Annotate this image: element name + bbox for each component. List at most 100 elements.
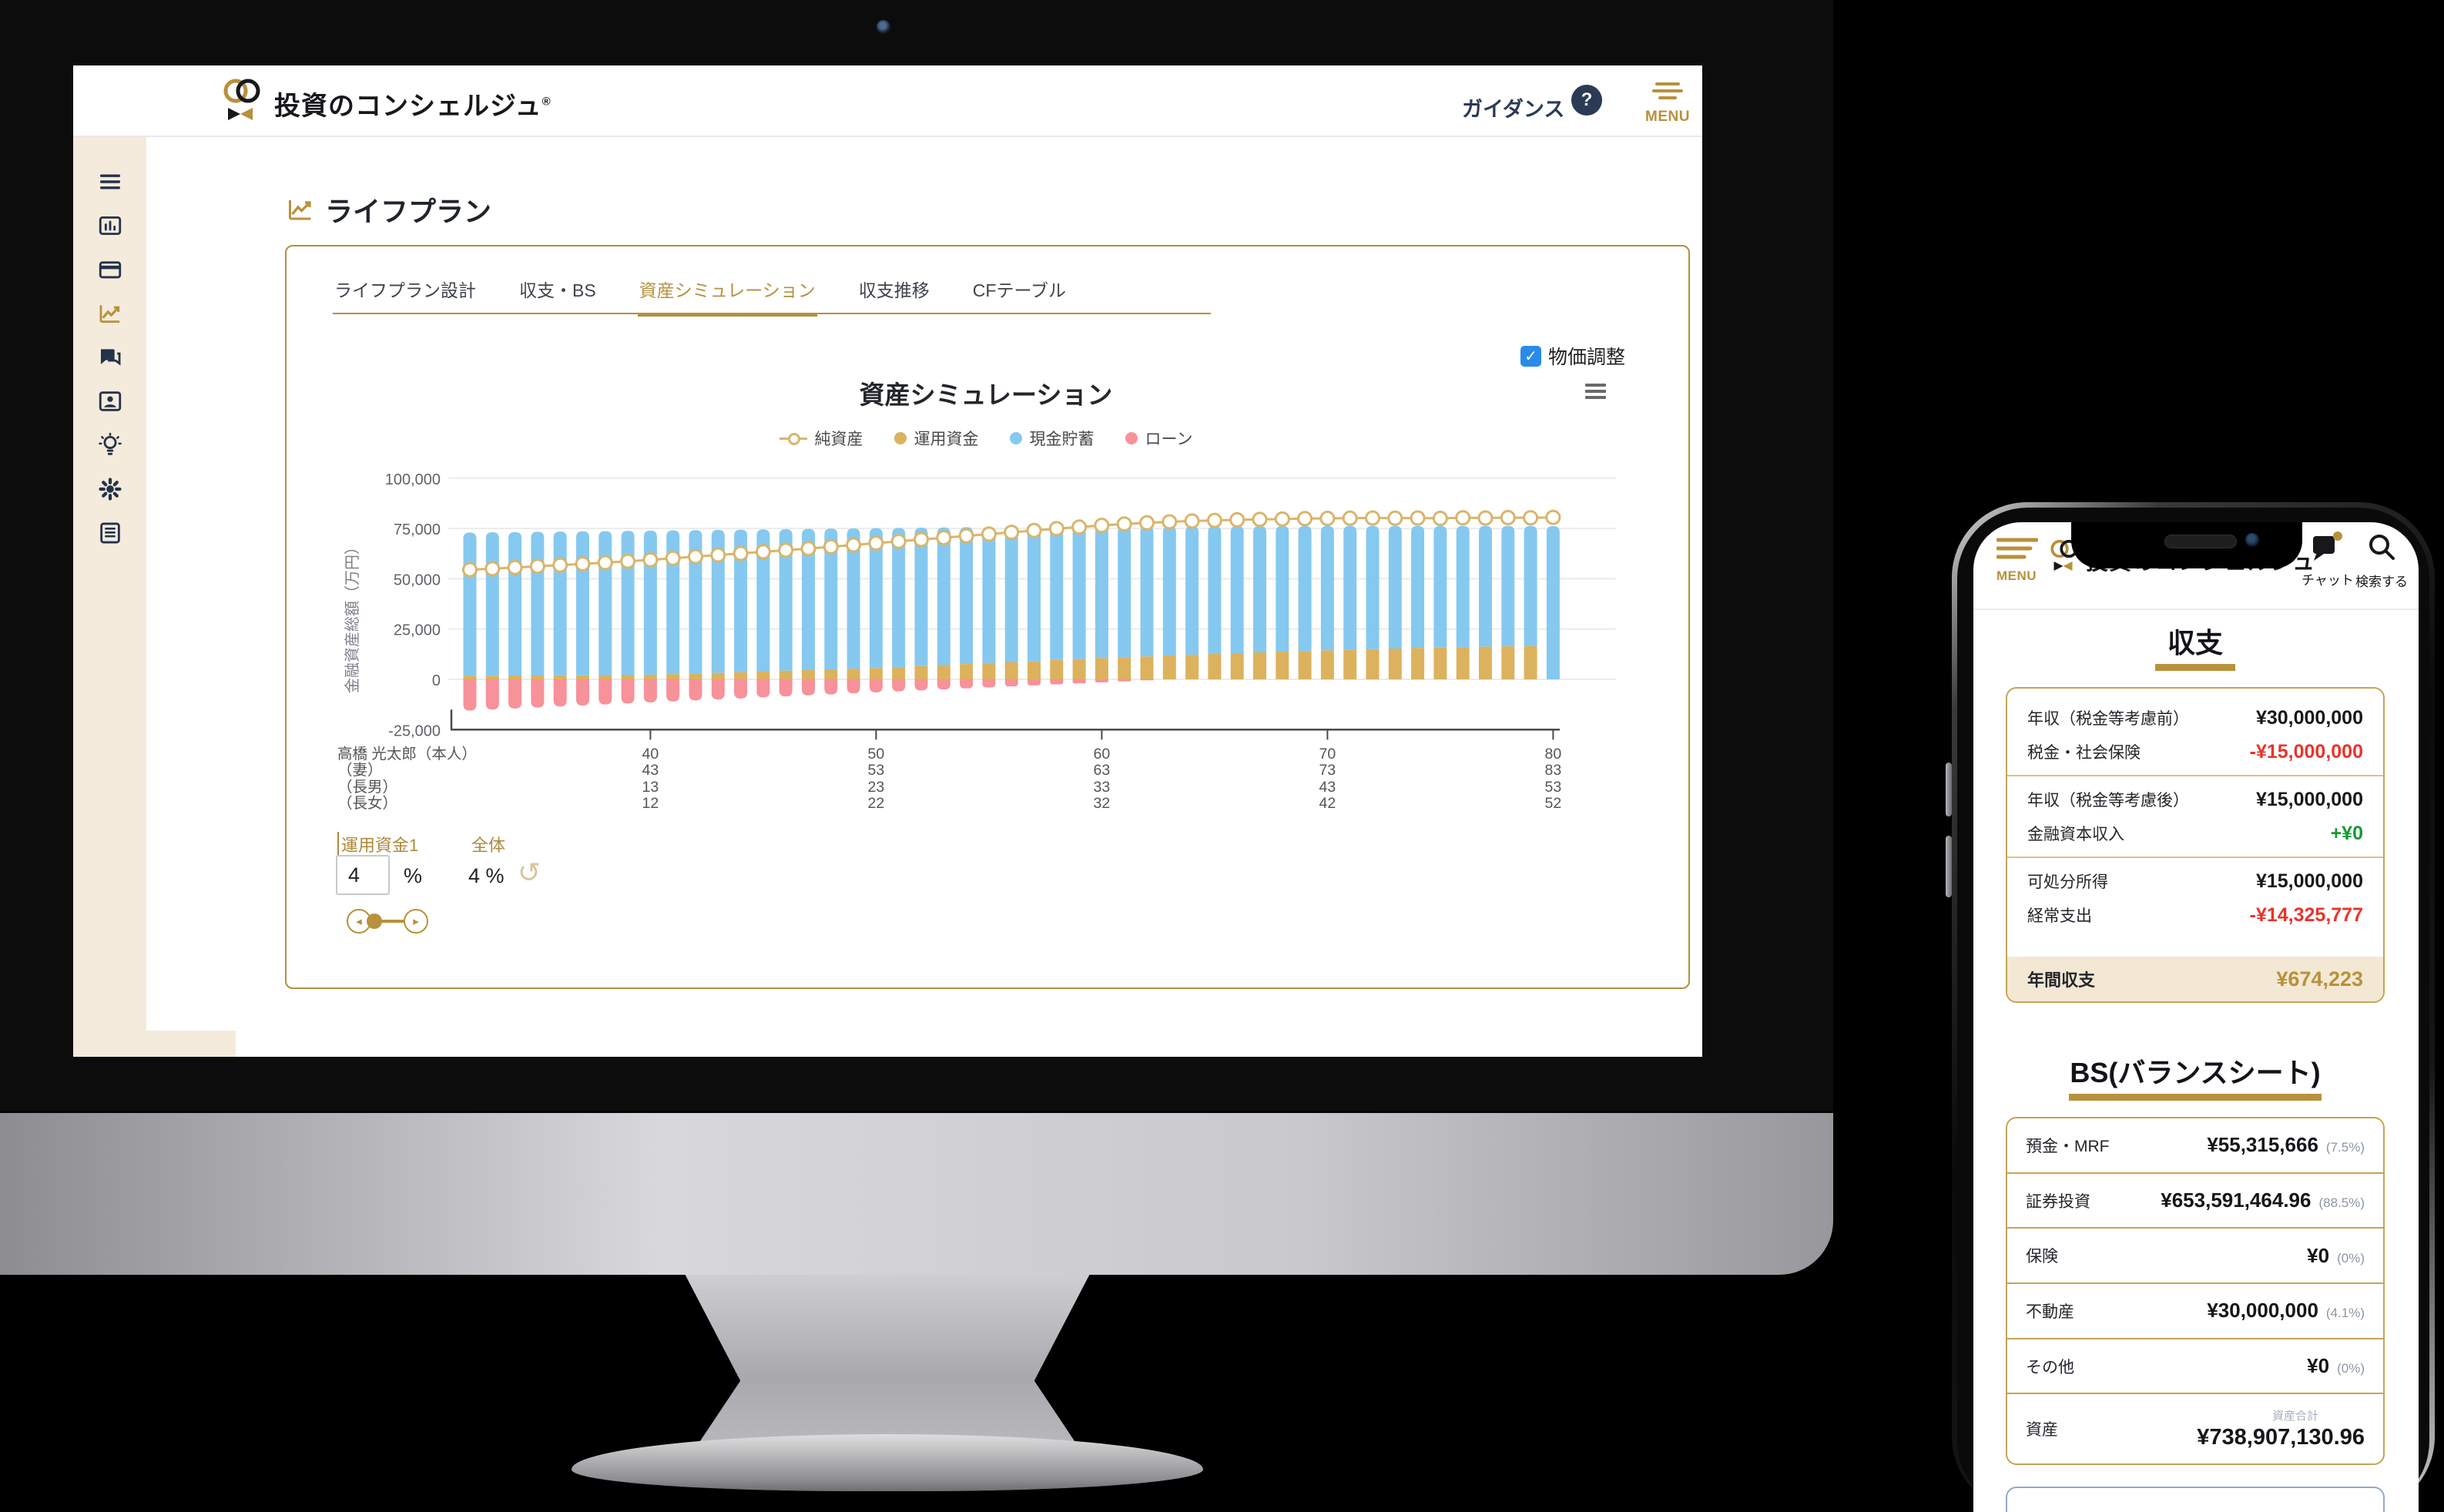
bs-row-percent: (4.1%): [2325, 1306, 2365, 1321]
income-row: 年収（税金等考慮後） ¥15,000,000: [2007, 783, 2383, 816]
price-adjust-checkbox[interactable]: ✓ 物価調整: [1520, 342, 1625, 370]
checkbox-checked-icon[interactable]: ✓: [1520, 345, 1541, 367]
legend-dot-marker: [1125, 432, 1138, 444]
nav-menu-button[interactable]: MENU: [1638, 82, 1698, 126]
sidebar-item-trend-icon[interactable]: [96, 300, 124, 327]
help-icon[interactable]: ?: [1571, 85, 1602, 116]
app-logo[interactable]: 投資のコンシェルジュ®: [217, 74, 551, 123]
hamburger-icon: [99, 174, 121, 189]
bs-total-row: 資産 資産合計 ¥738,907,130.96: [2007, 1394, 2383, 1463]
bs-row-value: ¥30,000,000: [2207, 1299, 2318, 1323]
bs-row-label: 証券投資: [2026, 1192, 2090, 1211]
sidebar-item-chat-icon[interactable]: [96, 344, 124, 371]
sidebar-item-bulb-icon[interactable]: [96, 431, 124, 459]
legend-item[interactable]: 現金貯蓄: [1009, 427, 1095, 450]
svg-text:100,000: 100,000: [385, 471, 441, 488]
legend-item[interactable]: 純資産: [779, 427, 863, 450]
income-row: 可処分所得 ¥15,000,000: [2007, 864, 2383, 898]
sidebar-item-dashboard-icon[interactable]: [96, 212, 124, 240]
price-adjust-label: 物価調整: [1548, 347, 1626, 368]
svg-text:70: 70: [1319, 746, 1336, 763]
slider-track[interactable]: [374, 920, 417, 923]
sidebar-item-gear-icon[interactable]: [96, 475, 124, 503]
income-section-title: 収支: [2167, 627, 2223, 659]
phone-search-button[interactable]: 検索する: [2355, 531, 2408, 590]
fund1-rate-input[interactable]: [336, 855, 390, 895]
sidebar-item-document-icon[interactable]: [96, 519, 124, 547]
dashboard-icon: [99, 216, 122, 236]
svg-text:（長男）: （長男）: [337, 779, 397, 796]
bs-row-percent: (7.5%): [2325, 1140, 2365, 1155]
legend-item[interactable]: 運用資金: [893, 427, 979, 450]
tab-2[interactable]: 収支・BS: [519, 280, 596, 300]
income-row: 経常支出 -¥14,325,777: [2007, 898, 2383, 932]
income-row-value: +¥0: [2330, 822, 2363, 844]
tab-4[interactable]: 収支推移: [858, 280, 930, 300]
bs-row: 証券投資 ¥653,591,464.96 (88.5%): [2007, 1174, 2383, 1229]
bs-card: 預金・MRF ¥55,315,666 (7.5%) 証券投資 ¥653,591,464.…: [2006, 1117, 2385, 1465]
income-row-label: 経常支出: [2027, 907, 2092, 925]
income-row: 税金・社会保険 -¥15,000,000: [2007, 735, 2383, 769]
income-total-value: ¥674,223: [2276, 967, 2363, 991]
svg-text:32: 32: [1094, 795, 1111, 812]
phone-chat-button[interactable]: チャット: [2302, 531, 2354, 588]
legend-label: 純資産: [814, 431, 863, 448]
svg-text:25,000: 25,000: [394, 622, 441, 639]
phone-search-label: 検索する: [2355, 575, 2408, 589]
income-row-value: ¥30,000,000: [2255, 706, 2363, 729]
phone-menu-button[interactable]: MENU: [1996, 538, 2039, 584]
lifeplan-trend-icon: [289, 200, 311, 220]
bs-section-title: BS(バランスシート): [2070, 1057, 2321, 1088]
brand-rings-icon: [223, 79, 260, 120]
income-row-value: ¥15,000,000: [2255, 870, 2363, 892]
svg-text:-25,000: -25,000: [388, 722, 441, 739]
legend-item[interactable]: ローン: [1125, 427, 1192, 450]
bs-total-label: 資産: [2026, 1421, 2058, 1440]
bs-row-value: ¥653,591,464.96: [2161, 1188, 2312, 1212]
svg-text:23: 23: [868, 779, 885, 796]
bs-total-value: ¥738,907,130.96: [2197, 1425, 2365, 1450]
bs-row-value: ¥55,315,666: [2207, 1133, 2318, 1157]
menu-hamburger-icon: [1652, 82, 1683, 99]
trend-icon: [99, 305, 120, 324]
phone-header-divider: [1973, 608, 2419, 610]
legend-dot-marker: [893, 432, 907, 444]
income-row-value: ¥15,000,000: [2255, 788, 2363, 810]
income-row-value: -¥15,000,000: [2249, 740, 2363, 763]
asset-simulation-chart: 100,000 75,000 50,000 25,000 0 -25,000 金融資産総額（…: [337, 471, 1616, 812]
tab-1[interactable]: ライフプラン設計: [334, 280, 476, 300]
slider-increment-button[interactable]: ▸: [404, 909, 428, 934]
bs-row-label: 不動産: [2026, 1302, 2074, 1321]
svg-text:40: 40: [642, 746, 659, 763]
income-row-label: 可処分所得: [2027, 873, 2108, 891]
bs-row-label: その他: [2026, 1358, 2074, 1376]
sidebar-item-idcard-icon[interactable]: [96, 387, 124, 415]
sidebar-item-hamburger-icon[interactable]: [96, 168, 124, 196]
svg-text:75,000: 75,000: [394, 521, 441, 538]
svg-text:83: 83: [1545, 762, 1562, 779]
tab-3[interactable]: 資産シミュレーション: [637, 276, 817, 317]
card-icon: [99, 261, 122, 279]
tab-bar: ライフプラン設計 収支・BS 資産シミュレーション 収支推移 CFテーブル: [333, 276, 1068, 317]
bs-row-label: 保険: [2026, 1248, 2058, 1266]
svg-text:22: 22: [868, 795, 885, 812]
income-row: 年収（税金等考慮前） ¥30,000,000: [2007, 701, 2383, 735]
svg-text:73: 73: [1319, 762, 1336, 779]
guidance-link[interactable]: ガイダンス: [1462, 98, 1565, 121]
chart-context-menu-icon[interactable]: [1585, 384, 1606, 402]
tab-5[interactable]: CFテーブル: [972, 280, 1067, 300]
income-total-label: 年間収支: [2027, 971, 2096, 990]
fund1-percent-sign: %: [404, 864, 423, 887]
phone-speaker: [2164, 535, 2237, 548]
income-divider: [2007, 857, 2383, 858]
undo-icon[interactable]: ↺: [518, 857, 541, 888]
fund1-label[interactable]: 運用資金1: [337, 832, 418, 857]
bs-row: 不動産 ¥30,000,000 (4.1%): [2007, 1284, 2383, 1339]
phone-front-camera: [2245, 533, 2259, 547]
phone-menu-hamburger-icon: [1996, 538, 2039, 559]
chat-icon: [100, 349, 121, 366]
navbar-divider: [73, 136, 1702, 137]
chart-legend: 純資産 運用資金 現金貯蓄 ローン: [693, 427, 1279, 450]
sidebar-item-card-icon[interactable]: [96, 256, 124, 283]
overall-label[interactable]: 全体: [471, 836, 506, 855]
